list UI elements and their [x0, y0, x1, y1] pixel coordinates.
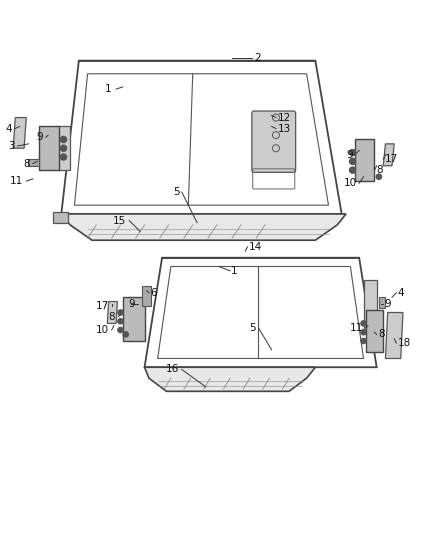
- Polygon shape: [107, 302, 117, 324]
- Text: 8: 8: [109, 312, 115, 322]
- Text: 4: 4: [398, 288, 404, 298]
- Circle shape: [376, 174, 381, 179]
- Polygon shape: [61, 214, 346, 240]
- Text: 8: 8: [378, 329, 385, 340]
- Text: 4: 4: [6, 124, 12, 134]
- Text: 18: 18: [398, 338, 411, 348]
- Circle shape: [350, 158, 356, 165]
- Text: 14: 14: [249, 242, 262, 252]
- Polygon shape: [142, 286, 151, 306]
- Circle shape: [60, 154, 67, 160]
- Polygon shape: [13, 118, 26, 148]
- Polygon shape: [53, 212, 68, 223]
- Circle shape: [361, 338, 366, 344]
- Text: 5: 5: [250, 323, 256, 333]
- Text: 9: 9: [128, 298, 135, 309]
- Circle shape: [60, 145, 67, 151]
- Circle shape: [350, 150, 356, 156]
- Circle shape: [118, 319, 123, 324]
- Polygon shape: [57, 126, 70, 170]
- Circle shape: [118, 327, 123, 333]
- Polygon shape: [145, 367, 315, 391]
- Circle shape: [118, 310, 123, 315]
- Polygon shape: [379, 297, 385, 308]
- Polygon shape: [123, 297, 145, 341]
- Circle shape: [361, 329, 366, 335]
- Polygon shape: [364, 280, 377, 332]
- Text: 17: 17: [385, 154, 398, 164]
- Text: 8: 8: [376, 165, 382, 175]
- Text: 17: 17: [95, 301, 109, 311]
- Polygon shape: [383, 144, 394, 166]
- Polygon shape: [355, 140, 374, 181]
- Text: 3: 3: [8, 141, 14, 151]
- Text: 10: 10: [344, 178, 357, 188]
- Text: 9: 9: [385, 298, 391, 309]
- Circle shape: [60, 136, 67, 142]
- Circle shape: [350, 167, 356, 173]
- Text: 11: 11: [10, 176, 23, 186]
- Text: 1: 1: [105, 84, 112, 94]
- Text: 2: 2: [254, 53, 261, 63]
- Polygon shape: [28, 159, 39, 166]
- Text: 1: 1: [231, 266, 238, 276]
- Text: 8: 8: [23, 159, 30, 168]
- Text: 5: 5: [173, 187, 180, 197]
- Text: 9: 9: [346, 150, 353, 160]
- Text: 9: 9: [36, 132, 43, 142]
- Polygon shape: [385, 312, 403, 359]
- Text: 15: 15: [113, 215, 126, 225]
- Text: 10: 10: [95, 325, 109, 335]
- Polygon shape: [366, 310, 383, 352]
- FancyBboxPatch shape: [252, 111, 296, 172]
- Text: 12: 12: [278, 112, 291, 123]
- Text: 6: 6: [150, 288, 157, 298]
- Circle shape: [361, 321, 366, 326]
- Circle shape: [123, 332, 128, 337]
- Polygon shape: [39, 126, 59, 170]
- Text: 16: 16: [166, 365, 179, 374]
- Text: 11: 11: [350, 323, 363, 333]
- Text: 13: 13: [278, 124, 291, 134]
